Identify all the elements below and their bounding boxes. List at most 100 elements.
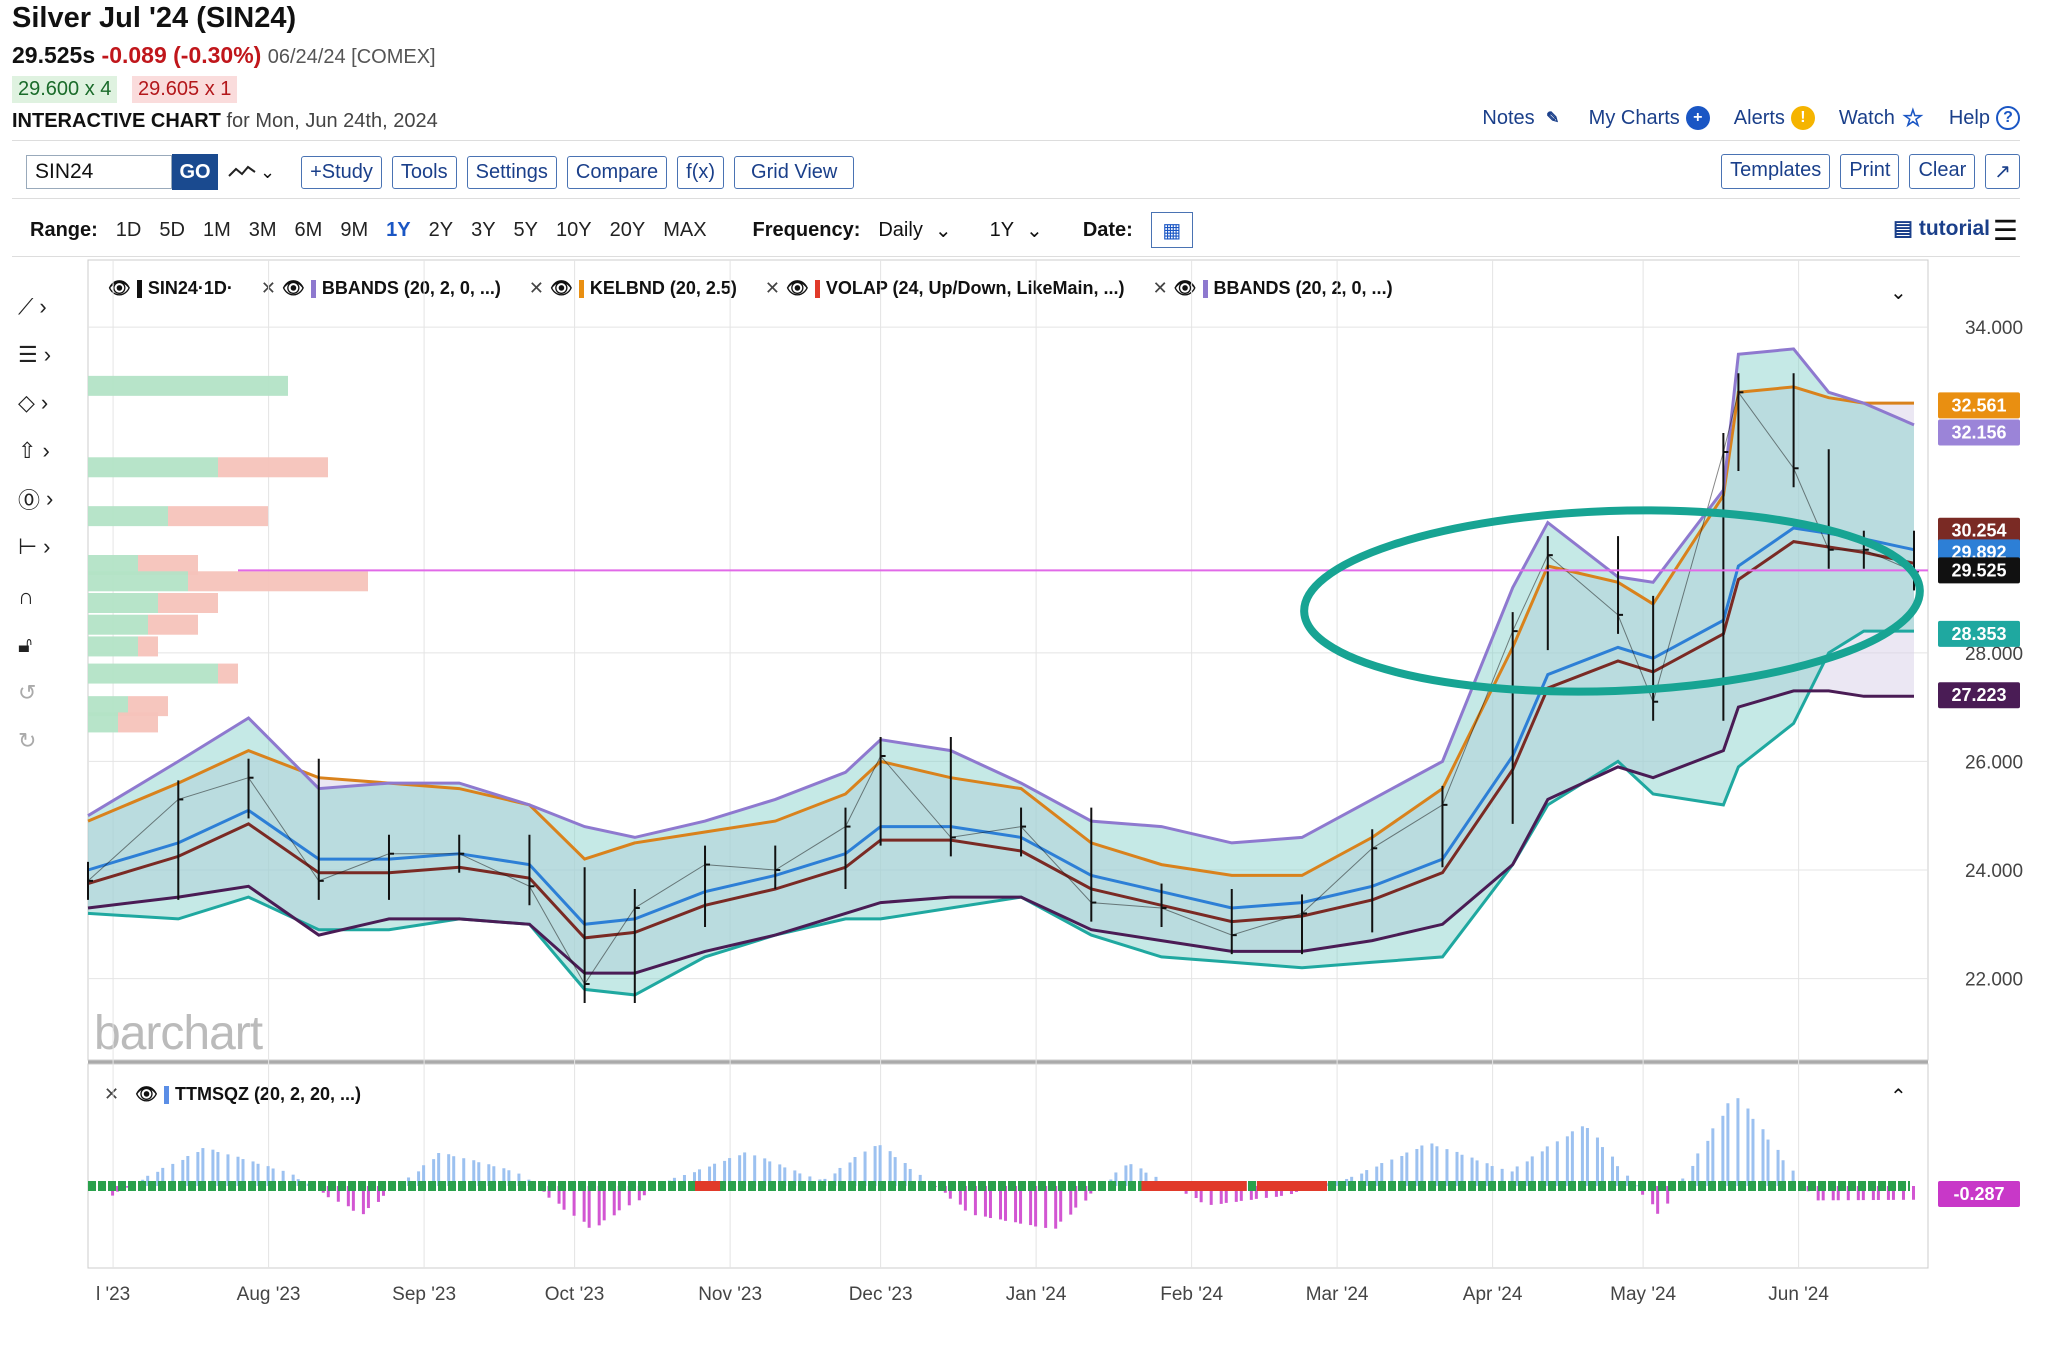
tools-button[interactable]: Tools bbox=[391, 155, 457, 189]
study-button[interactable]: +Study bbox=[301, 155, 382, 189]
go-button[interactable]: GO bbox=[172, 154, 218, 190]
ttm-histogram-bar bbox=[723, 1160, 727, 1186]
ttm-histogram-bar bbox=[1199, 1186, 1203, 1203]
ttm-histogram-bar bbox=[126, 1186, 130, 1188]
collapse-panel-icon[interactable]: ⌄ bbox=[1890, 282, 1907, 304]
ttm-histogram-bar bbox=[1335, 1181, 1339, 1186]
ttm-histogram-bar bbox=[1781, 1160, 1785, 1186]
ttm-histogram-bar bbox=[612, 1186, 616, 1216]
compare-button[interactable]: Compare bbox=[566, 155, 668, 189]
magnet-tool[interactable]: ∩ bbox=[18, 580, 68, 614]
ttm-histogram-bar bbox=[1626, 1175, 1630, 1186]
barchart-watermark: barchart bbox=[94, 1007, 263, 1060]
ttm-histogram-bar bbox=[1365, 1170, 1369, 1186]
range-10y[interactable]: 10Y bbox=[556, 218, 592, 241]
ttm-histogram-bar bbox=[1761, 1129, 1765, 1186]
ttm-histogram-bar bbox=[462, 1158, 466, 1186]
line-tool[interactable]: ⟋ › bbox=[18, 290, 68, 324]
fx-button[interactable]: f(x) bbox=[677, 155, 725, 189]
ttm-histogram-bar bbox=[1360, 1173, 1364, 1186]
volume-profile-up-bar bbox=[88, 375, 288, 396]
volume-profile-down-bar bbox=[138, 636, 158, 657]
eye-icon[interactable]: 👁︎ bbox=[281, 278, 305, 298]
eye-icon[interactable]: 👁︎ bbox=[549, 278, 573, 298]
range-6m[interactable]: 6M bbox=[294, 218, 323, 241]
text-tool[interactable]: ⓪ › bbox=[18, 482, 68, 516]
measure-tool[interactable]: ⊢ › bbox=[18, 530, 68, 564]
expand-button[interactable]: ↗ bbox=[1985, 154, 2020, 189]
chevron-down-icon: ⌄ bbox=[1026, 219, 1043, 242]
range-3m[interactable]: 3M bbox=[248, 218, 277, 241]
price-tag-label: 28.353 bbox=[1951, 624, 2006, 644]
clear-button[interactable]: Clear bbox=[1909, 154, 1976, 189]
settings-button[interactable]: Settings bbox=[466, 155, 557, 189]
ttm-histogram-bar bbox=[1274, 1186, 1278, 1197]
ttm-histogram-bar bbox=[738, 1155, 742, 1186]
arrow-tool[interactable]: ⇧ › bbox=[18, 434, 68, 468]
divider bbox=[12, 256, 2020, 257]
legend-swatch bbox=[814, 279, 820, 298]
eye-icon[interactable]: 👁︎ bbox=[135, 1084, 158, 1104]
range-max[interactable]: MAX bbox=[663, 218, 707, 241]
line-icon: ⟋ bbox=[18, 294, 34, 319]
price-tag-label: 32.561 bbox=[1951, 395, 2006, 415]
shape-tool[interactable]: ◇ › bbox=[18, 386, 68, 420]
range-20y[interactable]: 20Y bbox=[609, 218, 646, 241]
frequency-select[interactable]: Daily ⌄ bbox=[878, 218, 951, 243]
eye-icon[interactable]: 👁︎ bbox=[1173, 278, 1197, 298]
ttm-histogram-bar bbox=[1074, 1186, 1078, 1208]
range-3y[interactable]: 3Y bbox=[471, 218, 496, 241]
ttm-histogram-bar bbox=[256, 1163, 260, 1186]
templates-button[interactable]: Templates bbox=[1721, 154, 1831, 189]
range-2y[interactable]: 2Y bbox=[428, 218, 454, 241]
chart-type-dropdown[interactable]: ⌄ bbox=[228, 162, 275, 183]
ttm-histogram-bar bbox=[291, 1174, 295, 1186]
range-1d[interactable]: 1D bbox=[115, 218, 142, 241]
alerts-link[interactable]: Alerts! bbox=[1734, 106, 1815, 130]
ttm-histogram-bar bbox=[376, 1186, 380, 1202]
ttm-histogram-bar bbox=[1114, 1172, 1118, 1186]
period-select[interactable]: 1Y ⌄ bbox=[990, 218, 1043, 243]
close-icon[interactable]: ✕ bbox=[1152, 278, 1168, 298]
ttm-histogram-bar bbox=[1711, 1128, 1715, 1186]
range-1y[interactable]: 1Y bbox=[386, 218, 411, 241]
ttm-histogram-bar bbox=[983, 1186, 987, 1217]
ttm-histogram-bar bbox=[417, 1171, 421, 1186]
legend-bbands1: BBANDS (20, 2, 0, ...) bbox=[321, 278, 501, 298]
volume-profile-up-bar bbox=[88, 457, 218, 478]
collapse-study-icon[interactable]: ⌃ bbox=[1890, 1086, 1907, 1108]
ttm-histogram-bar bbox=[1816, 1186, 1820, 1201]
my-charts-link[interactable]: My Charts + bbox=[1589, 106, 1710, 130]
help-link[interactable]: Help? bbox=[1949, 106, 2020, 130]
print-button[interactable]: Print bbox=[1840, 154, 1900, 189]
range-9m[interactable]: 9M bbox=[340, 218, 369, 241]
range-5y[interactable]: 5Y bbox=[513, 218, 539, 241]
ttm-histogram-bar bbox=[477, 1162, 481, 1186]
ttm-histogram-bar bbox=[753, 1155, 757, 1186]
grid-view-button[interactable]: Grid View bbox=[734, 155, 855, 189]
tutorial-link[interactable]: ▤ tutorial bbox=[1893, 216, 1990, 241]
symbol-input[interactable]: SIN24 bbox=[26, 155, 172, 189]
ttm-histogram-bar bbox=[211, 1149, 215, 1186]
range-5d[interactable]: 5D bbox=[159, 218, 185, 241]
notes-link[interactable]: Notes ✎ bbox=[1482, 106, 1564, 130]
ttm-histogram-bar bbox=[271, 1168, 275, 1186]
eye-icon[interactable]: 👁︎ bbox=[108, 278, 131, 298]
redo-tool[interactable]: ↻ bbox=[18, 724, 68, 758]
price-tag-bg bbox=[1938, 517, 2020, 544]
fib-tool[interactable]: ☰ › bbox=[18, 338, 68, 372]
ttm-frame bbox=[87, 1063, 1929, 1269]
range-1m[interactable]: 1M bbox=[202, 218, 231, 241]
lock-tool[interactable]: 🔓︎ bbox=[18, 628, 68, 662]
watch-link[interactable]: Watch ☆ bbox=[1839, 105, 1925, 132]
eye-icon[interactable]: 👁︎ bbox=[785, 278, 809, 298]
menu-icon[interactable]: ☰ bbox=[1992, 215, 2018, 246]
ttm-histogram-bar bbox=[1209, 1186, 1213, 1205]
undo-tool[interactable]: ↺ bbox=[18, 676, 68, 710]
close-icon[interactable]: ✕ bbox=[764, 278, 780, 298]
ttm-histogram-bar bbox=[487, 1164, 491, 1186]
close-icon[interactable]: ✕ bbox=[104, 1084, 120, 1104]
calendar-button[interactable]: ▦ bbox=[1150, 212, 1193, 248]
close-icon[interactable]: ✕ bbox=[528, 278, 544, 298]
